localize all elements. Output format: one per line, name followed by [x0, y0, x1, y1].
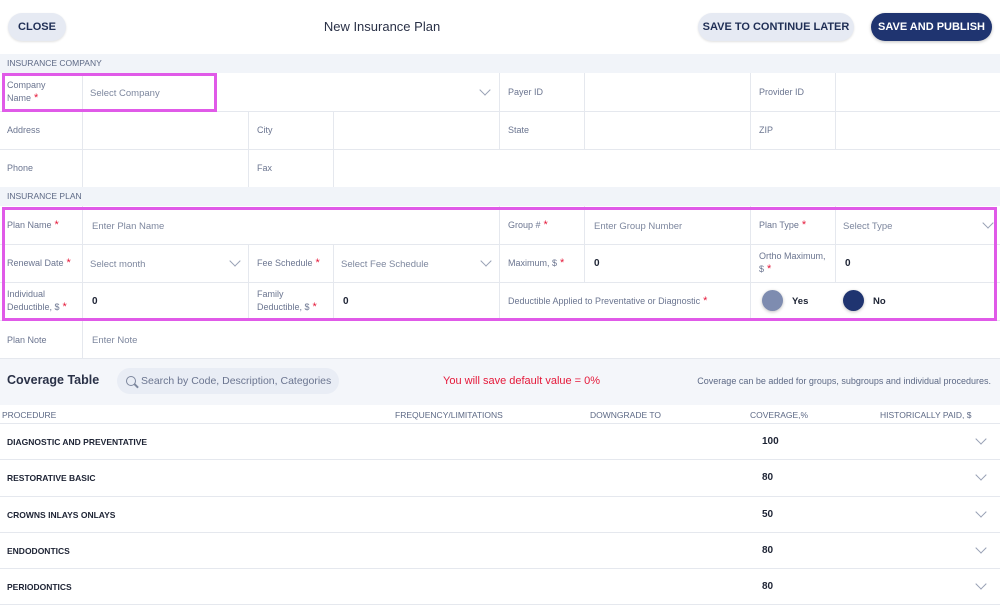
address-label: Address	[7, 125, 41, 135]
phone-label: Phone	[7, 163, 34, 173]
table-row[interactable]: CROWNS INLAYS ONLAYS 50	[0, 497, 1000, 533]
plan-note-label: Plan Note	[7, 335, 47, 345]
table-row[interactable]: DIAGNOSTIC AND PREVENTATIVE 100	[0, 424, 1000, 461]
page-title: New Insurance Plan	[323, 19, 441, 34]
fee-schedule-select[interactable]: Select Fee Schedule	[341, 259, 429, 270]
chevron-down-icon[interactable]	[975, 433, 987, 445]
divider	[248, 244, 249, 320]
table-row[interactable]: PERIODONTICS 80	[0, 569, 1000, 605]
no-radio[interactable]	[843, 290, 864, 311]
provider-id-label: Provider ID	[759, 87, 805, 97]
save-later-button[interactable]: SAVE TO CONTINUE LATER	[698, 13, 854, 41]
divider	[333, 111, 334, 187]
plan-name-input[interactable]: Enter Plan Name	[92, 221, 165, 232]
individual-deductible-label: Individual Deductible, $ *	[7, 289, 67, 313]
yes-radio[interactable]	[762, 290, 783, 311]
highlight-box	[2, 207, 997, 321]
divider	[0, 358, 1000, 359]
column-header-coverage: COVERAGE,%	[750, 410, 809, 420]
plan-type-label: Plan Type *	[759, 219, 807, 231]
chevron-down-icon[interactable]	[975, 469, 987, 481]
coverage-title: Coverage Table	[7, 373, 100, 387]
ortho-maximum-input[interactable]: 0	[845, 258, 851, 269]
divider	[333, 244, 334, 320]
coverage-value[interactable]: 80	[762, 544, 774, 556]
individual-deductible-input[interactable]: 0	[92, 296, 98, 307]
divider	[0, 111, 1000, 112]
insurance-plan-section-label: INSURANCE PLAN	[0, 187, 1000, 206]
fee-schedule-label: Fee Schedule *	[257, 257, 320, 269]
column-header-frequency: FREQUENCY/LIMITATIONS	[395, 410, 503, 420]
column-header-historically-paid: HISTORICALLY PAID, $	[880, 410, 972, 420]
column-header-downgrade: DOWNGRADE TO	[590, 410, 661, 420]
ortho-maximum-label: Ortho Maximum, $ *	[759, 251, 826, 275]
divider	[584, 206, 585, 282]
coverage-value[interactable]: 50	[762, 508, 774, 520]
family-deductible-input[interactable]: 0	[343, 296, 349, 307]
procedure-name: RESTORATIVE BASIC	[7, 473, 96, 484]
zip-label: ZIP	[759, 125, 774, 135]
divider	[0, 244, 1000, 245]
divider	[499, 73, 500, 149]
coverage-note: Coverage can be added for groups, subgro…	[697, 376, 991, 386]
page-header: CLOSE New Insurance Plan SAVE TO CONTINU…	[0, 0, 1000, 54]
chevron-down-icon[interactable]	[975, 578, 987, 590]
payer-id-label: Payer ID	[508, 87, 544, 97]
close-button[interactable]: CLOSE	[8, 13, 66, 41]
table-row[interactable]: RESTORATIVE BASIC 80	[0, 460, 1000, 497]
deductible-applied-label: Deductible Applied to Preventative or Di…	[508, 295, 708, 307]
search-icon	[126, 376, 136, 386]
state-label: State	[508, 125, 530, 135]
table-row[interactable]: ENDODONTICS 80	[0, 533, 1000, 570]
procedure-name: ENDODONTICS	[7, 545, 70, 556]
divider	[248, 111, 249, 187]
divider	[835, 206, 836, 282]
divider	[750, 206, 751, 320]
divider	[0, 149, 1000, 150]
coverage-value[interactable]: 80	[762, 472, 774, 484]
divider	[750, 73, 751, 149]
renewal-date-label: Renewal Date *	[7, 257, 71, 269]
chevron-down-icon[interactable]	[975, 505, 987, 518]
plan-type-select[interactable]: Select Type	[843, 221, 893, 232]
divider	[82, 73, 83, 187]
coverage-search-input[interactable]: Search by Code, Description, Categories	[117, 368, 339, 394]
divider	[82, 206, 83, 358]
chevron-down-icon[interactable]	[975, 542, 987, 554]
procedure-name: PERIODONTICS	[7, 582, 72, 593]
default-value-warning: You will save default value = 0%	[443, 375, 601, 387]
renewal-month-select[interactable]: Select month	[90, 259, 146, 270]
company-name-label: Company Name *	[7, 80, 46, 104]
divider	[0, 282, 1000, 283]
company-select[interactable]: Select Company	[90, 88, 160, 99]
insurance-company-section-label: INSURANCE COMPANY	[0, 54, 1000, 73]
coverage-value[interactable]: 80	[762, 581, 774, 593]
coverage-value[interactable]: 100	[762, 436, 779, 447]
highlight-box	[2, 73, 217, 112]
no-label: No	[873, 296, 886, 307]
chevron-down-icon[interactable]	[479, 84, 491, 96]
maximum-label: Maximum, $ *	[508, 257, 565, 269]
group-number-input[interactable]: Enter Group Number	[594, 221, 683, 232]
column-header-procedure: PROCEDURE	[2, 410, 57, 420]
procedure-name: CROWNS INLAYS ONLAYS	[7, 509, 116, 520]
divider	[835, 73, 836, 149]
family-deductible-label: Family Deductible, $ *	[257, 289, 317, 313]
plan-name-label: Plan Name *	[7, 219, 59, 231]
divider	[0, 423, 1000, 424]
divider	[584, 73, 585, 149]
yes-label: Yes	[792, 296, 809, 307]
fax-label: Fax	[257, 163, 273, 173]
procedure-name: DIAGNOSTIC AND PREVENTATIVE	[7, 437, 148, 447]
search-placeholder: Search by Code, Description, Categories	[141, 375, 332, 387]
city-label: City	[257, 125, 273, 135]
group-label: Group # *	[508, 219, 548, 231]
plan-note-input[interactable]: Enter Note	[92, 335, 138, 346]
divider	[499, 206, 500, 320]
maximum-input[interactable]: 0	[594, 258, 600, 269]
save-publish-button[interactable]: SAVE AND PUBLISH	[871, 13, 992, 41]
